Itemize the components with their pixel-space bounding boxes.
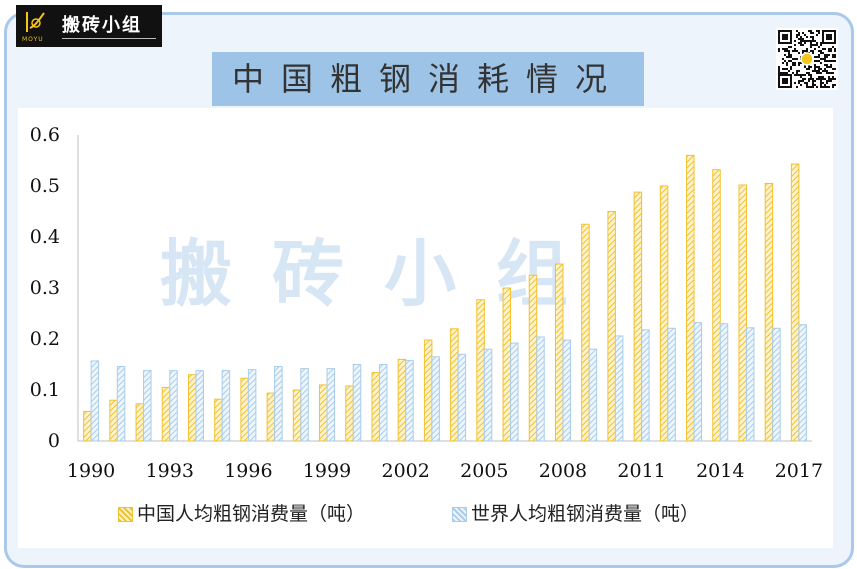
bar-china: [738, 184, 747, 442]
bar-world: [483, 348, 493, 442]
bar-china: [790, 163, 800, 442]
bar-world: [614, 335, 624, 442]
bar-world: [772, 327, 781, 442]
y-tick-label: 0.4: [30, 226, 60, 248]
x-tick-label: 2005: [460, 460, 508, 482]
y-tick-label: 0.3: [30, 277, 60, 299]
bar-china: [371, 372, 380, 442]
legend-swatch-china: [118, 507, 133, 522]
y-tick-label: 0.2: [30, 328, 60, 350]
bar-world: [457, 353, 467, 442]
bar-china: [502, 287, 512, 442]
bar-china: [764, 182, 774, 442]
bar-china: [109, 399, 118, 442]
bar-world: [798, 324, 807, 442]
legend-item-china: 中国人均粗钢消费量（吨）: [118, 502, 365, 526]
legend-item-world: 世界人均粗钢消费量（吨）: [452, 502, 699, 526]
bar-world: [326, 368, 336, 442]
bar-world: [745, 327, 755, 442]
chart-title: 中国粗钢消耗情况: [212, 52, 644, 106]
bar-china: [659, 185, 669, 442]
bar-china: [554, 263, 564, 442]
bar-world: [378, 364, 388, 442]
watermark-text: 搬砖小组: [160, 232, 609, 316]
bar-world: [641, 329, 650, 442]
bar-world: [116, 366, 126, 442]
bar-world: [719, 323, 729, 442]
x-tick-label: 1996: [224, 460, 272, 482]
brand-logo: MOYU 搬砖小组: [16, 5, 162, 47]
legend-label-china: 中国人均粗钢消费量（吨）: [137, 503, 366, 525]
x-tick-label: 2017: [775, 460, 823, 482]
bar-world: [536, 336, 545, 442]
bar-world: [300, 368, 309, 442]
x-tick-label: 2002: [381, 460, 429, 482]
brand-name: 搬砖小组: [62, 15, 142, 36]
bar-china: [686, 154, 695, 442]
qr-code-icon: [776, 28, 838, 90]
bar-world: [431, 356, 440, 442]
y-tick-label: 0: [48, 430, 60, 452]
bar-china: [476, 299, 485, 442]
bar-china: [187, 374, 197, 442]
bar-china: [423, 339, 433, 442]
bar-world: [274, 366, 283, 442]
bar-china: [450, 328, 459, 442]
legend-label-world: 世界人均粗钢消费量（吨）: [471, 503, 700, 525]
y-tick-label: 0.5: [30, 175, 60, 197]
x-tick-label: 1993: [146, 460, 194, 482]
brand-divider: [62, 38, 156, 39]
bar-world: [693, 322, 703, 442]
bar-china: [528, 274, 538, 442]
bar-china: [135, 403, 145, 442]
bar-world: [588, 348, 598, 442]
bar-world: [247, 369, 257, 442]
bar-world: [195, 370, 204, 442]
brand-sub: MOYU: [22, 36, 44, 43]
bar-china: [161, 386, 171, 442]
y-tick-label: 0.1: [30, 379, 60, 401]
x-tick-label: 2014: [696, 460, 744, 482]
bar-world: [352, 364, 362, 442]
bar-world: [169, 370, 178, 442]
bar-china: [319, 384, 328, 442]
legend-swatch-world: [452, 507, 467, 522]
bar-china: [266, 392, 276, 442]
x-tick-label: 1990: [67, 460, 115, 482]
x-tick-label: 2011: [617, 460, 665, 482]
bar-china: [633, 191, 643, 442]
bar-china: [345, 385, 354, 442]
x-tick-label: 1999: [303, 460, 351, 482]
y-tick-label: 0.6: [30, 124, 60, 146]
bar-china: [397, 358, 407, 442]
bar-china: [83, 410, 92, 442]
bar-world: [221, 370, 231, 442]
bar-world: [90, 360, 100, 442]
bar-china: [581, 223, 590, 442]
bar-world: [143, 370, 152, 442]
bar-china: [712, 169, 721, 442]
brand-mark-icon: MOYU: [22, 10, 47, 43]
bar-china: [607, 211, 616, 442]
bar-china: [292, 389, 302, 442]
bar-china: [240, 377, 249, 442]
bar-world: [667, 327, 676, 442]
bar-china: [214, 398, 223, 442]
bar-world: [510, 342, 519, 442]
x-tick-label: 2008: [539, 460, 587, 482]
bar-world: [562, 339, 571, 442]
bar-world: [405, 359, 414, 442]
